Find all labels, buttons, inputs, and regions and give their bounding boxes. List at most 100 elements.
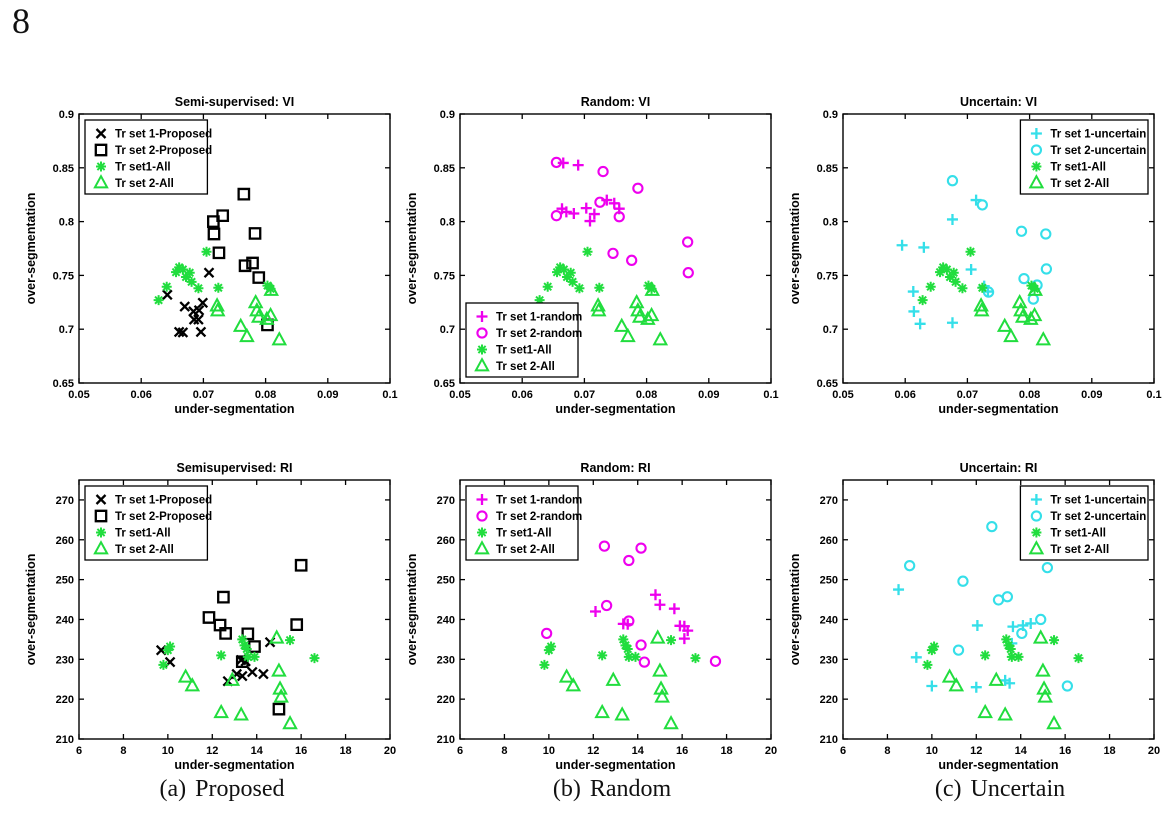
x-axis-label: under-segmentation: [938, 402, 1058, 416]
caption-b-label: (b): [552, 776, 581, 802]
triangle-marker: [1046, 714, 1062, 730]
x-tick-label: 0.08: [255, 389, 276, 401]
triangle-marker: [643, 306, 660, 322]
circle-marker: [946, 175, 959, 187]
asterisk-marker: [922, 659, 933, 670]
x-tick-label: 8: [120, 745, 126, 757]
plus-marker: [557, 157, 569, 169]
square-marker: [248, 640, 261, 653]
triangle-marker: [1023, 310, 1039, 325]
asterisk-marker: [925, 281, 936, 292]
circle-marker: [1001, 591, 1014, 603]
asterisk-marker: [539, 659, 550, 670]
legend-label: Tr set1-All: [1050, 162, 1106, 174]
legend-box: [84, 119, 209, 195]
square-marker: [272, 702, 286, 716]
y-tick-label: 0.7: [823, 324, 838, 336]
y-tick-label: 230: [437, 654, 455, 666]
asterisk-marker: [646, 283, 657, 294]
circle-marker: [957, 575, 969, 587]
asterisk-marker: [944, 272, 955, 283]
plot-uncertain-vi: 0.05 0.06 0.07 0.08 0.09 0.1 0.65 0.7 0.75 0.8 0.8…: [788, 95, 1162, 416]
asterisk-marker: [929, 641, 940, 652]
x-marker: [193, 314, 204, 325]
legend: Tr set 1-uncertain Tr set 2-uncertain Tr s…: [1019, 485, 1149, 561]
x-tick-label: 0.05: [832, 389, 853, 401]
triangle-marker: [649, 629, 666, 644]
x-marker: [179, 301, 191, 312]
y-tick-label: 220: [820, 694, 838, 706]
asterisk-marker: [193, 283, 204, 294]
x-tick-label: 18: [720, 745, 732, 757]
asterisk-marker: [561, 272, 572, 283]
triangle-marker: [590, 302, 607, 317]
y-tick-label: 210: [56, 734, 74, 746]
y-tick-label: 0.8: [440, 217, 455, 229]
x-marker: [197, 297, 209, 309]
plus-marker: [560, 206, 572, 218]
circle-marker: [1035, 613, 1047, 626]
asterisk-marker: [534, 295, 545, 306]
legend-label: Tr set 2-All: [1050, 544, 1109, 556]
triangle-marker: [250, 308, 267, 323]
x-marker: [193, 305, 205, 316]
asterisk-marker: [174, 262, 185, 273]
circle-marker: [1018, 272, 1030, 285]
series-tr-set-2-all: [209, 281, 288, 346]
asterisk-marker: [249, 651, 260, 662]
asterisk-marker: [597, 650, 608, 661]
asterisk-marker: [622, 643, 633, 654]
x-tick-label: 0.08: [636, 389, 657, 401]
caption-a-text: Proposed: [195, 776, 285, 802]
asterisk-marker: [171, 267, 182, 278]
legend-label: Tr set 2-All: [115, 178, 174, 190]
square-marker: [290, 618, 304, 631]
circle-marker: [903, 560, 916, 572]
legend-label: Tr set 2-uncertain: [1050, 511, 1146, 523]
y-tick-label: 270: [437, 495, 455, 507]
series-tr-set-1-random: [556, 157, 625, 227]
square-marker: [237, 187, 251, 201]
legend-label: Tr set 1-Proposed: [115, 129, 212, 141]
asterisk-marker: [180, 272, 191, 283]
legend-label: Tr set 2-uncertain: [1050, 145, 1146, 157]
x-tick-label: 20: [384, 745, 396, 757]
asterisk-marker: [957, 283, 968, 294]
circle-marker: [623, 554, 635, 567]
triangle-marker: [268, 629, 285, 644]
plus-marker: [588, 208, 600, 220]
asterisk-marker: [666, 635, 677, 646]
square-marker: [219, 627, 232, 640]
plus-marker: [572, 159, 584, 171]
x-tick-label: 0.08: [1019, 389, 1040, 401]
circle-marker: [1016, 627, 1028, 640]
plus-marker: [908, 305, 920, 317]
triangle-marker: [282, 714, 298, 730]
legend-label: Tr set1-All: [115, 162, 171, 174]
triangle-marker: [273, 688, 289, 703]
x-tick-label: 10: [162, 745, 174, 757]
triangle-marker: [1035, 331, 1052, 346]
axes-box: [459, 479, 772, 740]
x-tick-label: 16: [1059, 745, 1071, 757]
asterisk-marker: [1013, 651, 1024, 662]
triangle-marker: [1037, 688, 1053, 703]
series-tr-set-2-uncertain: [903, 520, 1074, 692]
triangle-marker: [941, 668, 958, 683]
legend-label: Tr set1-All: [496, 528, 552, 540]
plus-marker: [580, 202, 592, 214]
plus-marker: [1004, 677, 1016, 689]
legend-label: Tr set1-All: [496, 345, 552, 357]
series-tr-set-1-random: [590, 589, 694, 645]
asterisk-marker: [237, 634, 248, 645]
triangle-marker: [977, 703, 993, 719]
plus-marker: [678, 633, 690, 645]
circle-marker: [1040, 263, 1053, 275]
triangle-marker: [948, 677, 965, 692]
asterisk-marker: [574, 283, 585, 294]
asterisk-marker: [158, 659, 169, 670]
caption-b-text: Random: [589, 776, 672, 802]
y-axis-label: over-segmentation: [24, 193, 38, 305]
triangle-marker: [271, 662, 287, 677]
triangle-marker: [613, 317, 630, 332]
